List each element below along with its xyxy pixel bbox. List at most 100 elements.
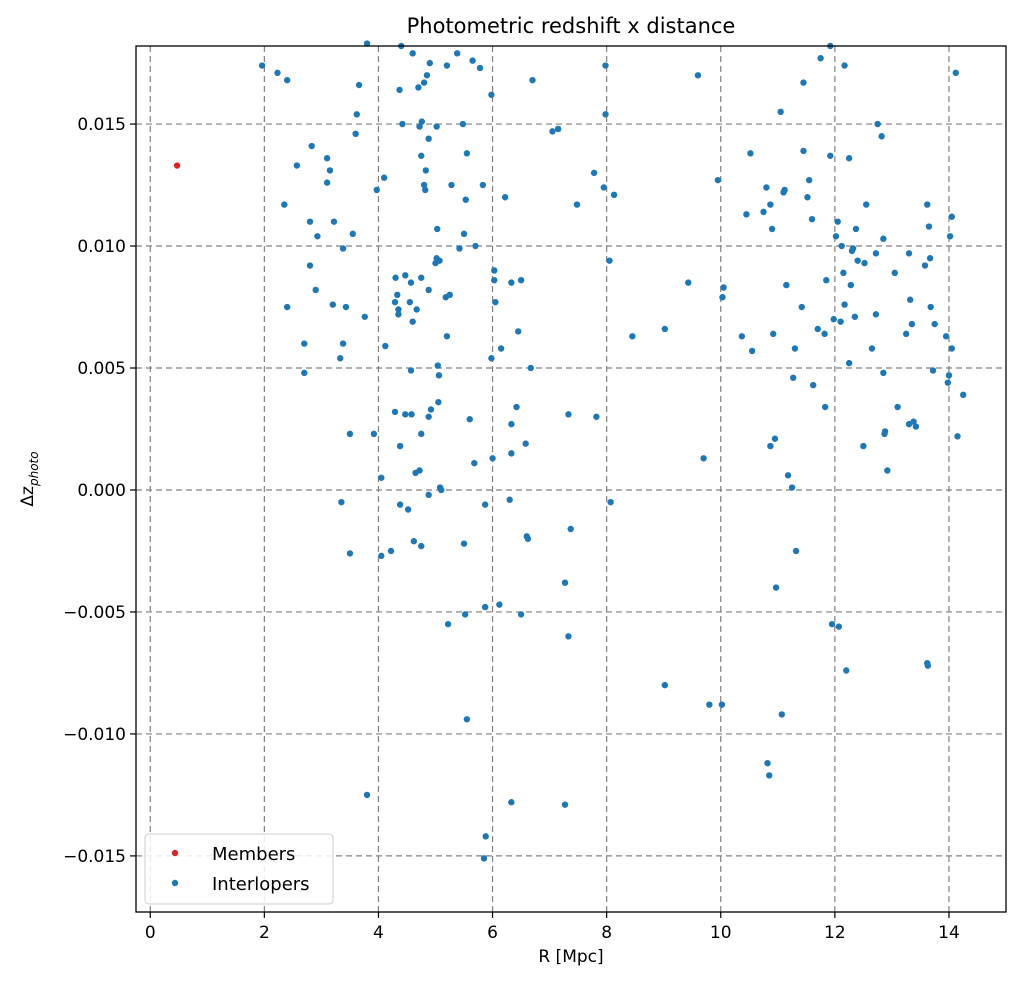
data-point-interlopers <box>522 440 529 447</box>
data-point-interlopers <box>760 208 767 216</box>
data-point-interlopers <box>301 369 308 377</box>
data-point-interlopers <box>349 230 356 238</box>
data-point-interlopers <box>960 391 967 399</box>
data-point-interlopers <box>342 303 350 311</box>
data-point-interlopers <box>501 194 509 201</box>
data-point-interlopers <box>845 359 853 367</box>
data-point-interlopers <box>905 250 913 257</box>
data-point-interlopers <box>420 79 428 86</box>
data-point-interlopers <box>817 54 824 62</box>
y-tick-label: 0.005 <box>77 359 126 379</box>
legend-marker-members <box>171 849 179 857</box>
data-point-interlopers <box>719 294 726 301</box>
data-point-interlopers <box>404 506 412 513</box>
data-point-interlopers <box>306 218 314 225</box>
data-point-interlopers <box>497 345 505 352</box>
data-point-interlopers <box>549 128 556 135</box>
data-point-interlopers <box>763 184 770 191</box>
data-point-interlopers <box>489 455 496 462</box>
data-point-interlopers <box>847 281 855 289</box>
data-point-interlopers <box>845 155 853 162</box>
data-point-interlopers <box>851 313 859 320</box>
data-point-interlopers <box>482 833 489 840</box>
data-point-interlopers <box>434 225 441 233</box>
data-point-interlopers <box>443 62 451 69</box>
data-point-interlopers <box>720 284 727 291</box>
data-point-interlopers <box>513 403 520 411</box>
data-point-interlopers <box>814 325 821 333</box>
data-point-interlopers <box>496 601 503 608</box>
data-point-interlopers <box>788 484 796 491</box>
data-point-interlopers <box>884 467 891 474</box>
data-point-interlopers <box>770 330 777 338</box>
data-point-interlopers <box>380 174 388 181</box>
data-point-interlopers <box>427 406 435 413</box>
data-point-interlopers <box>784 472 792 479</box>
data-point-interlopers <box>804 194 811 201</box>
data-point-interlopers <box>382 342 389 350</box>
data-point-interlopers <box>394 291 401 299</box>
data-point-interlopers <box>346 430 354 438</box>
data-point-interlopers <box>527 364 534 372</box>
data-point-interlopers <box>841 62 848 69</box>
data-point-interlopers <box>944 379 952 386</box>
data-point-interlopers <box>805 176 813 184</box>
data-point-interlopers <box>561 801 569 808</box>
data-point-interlopers <box>868 345 876 352</box>
data-point-interlopers <box>942 333 950 340</box>
data-point-interlopers <box>456 245 463 252</box>
data-point-interlopers <box>469 57 476 64</box>
data-point-interlopers <box>783 281 790 289</box>
data-point-interlopers <box>880 235 887 242</box>
data-point-interlopers <box>258 62 266 69</box>
x-tick-label: 0 <box>145 923 156 943</box>
data-point-interlopers <box>323 179 331 186</box>
data-point-interlopers <box>685 279 692 286</box>
data-point-interlopers <box>718 701 726 708</box>
data-point-interlopers <box>416 123 423 130</box>
data-point-interlopers <box>808 216 816 223</box>
data-point-interlopers <box>747 150 754 157</box>
data-point-interlopers <box>436 257 443 264</box>
data-point-interlopers <box>491 267 498 274</box>
data-point-interlopers <box>849 245 857 252</box>
data-point-interlopers <box>323 155 331 162</box>
y-axis-label: Δzphoto <box>18 451 41 506</box>
data-point-interlopers <box>281 201 288 208</box>
data-point-interlopers <box>954 433 961 440</box>
data-point-interlopers <box>378 552 385 560</box>
x-tick-label: 6 <box>487 923 498 943</box>
data-point-interlopers <box>444 620 452 628</box>
data-point-interlopers <box>835 623 843 630</box>
x-tick-label: 12 <box>824 923 846 943</box>
data-point-interlopers <box>329 301 337 308</box>
data-point-interlopers <box>283 76 291 84</box>
data-point-interlopers <box>854 257 861 264</box>
data-point-interlopers <box>700 455 707 462</box>
data-point-interlopers <box>910 418 917 425</box>
x-tick-label: 4 <box>373 923 384 943</box>
axis-ticks: 0 2 4 6 8 10 12 14 −0.015 −0.010 −0.005 0.000 0.005 0… <box>63 115 960 943</box>
data-point-interlopers <box>410 538 418 545</box>
data-point-interlopers <box>306 262 314 269</box>
data-point-interlopers <box>506 496 513 503</box>
data-point-interlopers <box>771 435 779 442</box>
data-point-interlopers <box>339 340 347 347</box>
data-point-interlopers <box>407 279 415 286</box>
data-point-interlopers <box>912 423 920 430</box>
data-point-interlopers <box>792 547 800 555</box>
data-point-interlopers <box>463 716 471 723</box>
data-point-interlopers <box>396 501 404 508</box>
x-axis-label: R [Mpc] <box>538 947 603 967</box>
data-point-interlopers <box>479 181 487 189</box>
data-point-interlopers <box>891 269 898 277</box>
legend-marker-interlopers <box>171 879 179 887</box>
data-point-interlopers <box>446 291 453 299</box>
data-point-interlopers <box>308 142 315 150</box>
data-point-interlopers <box>460 230 468 238</box>
data-point-interlopers <box>766 772 773 779</box>
data-point-interlopers <box>852 225 860 233</box>
data-point-interlopers <box>946 233 954 240</box>
data-point-interlopers <box>413 306 420 313</box>
data-point-interlopers <box>524 535 532 542</box>
